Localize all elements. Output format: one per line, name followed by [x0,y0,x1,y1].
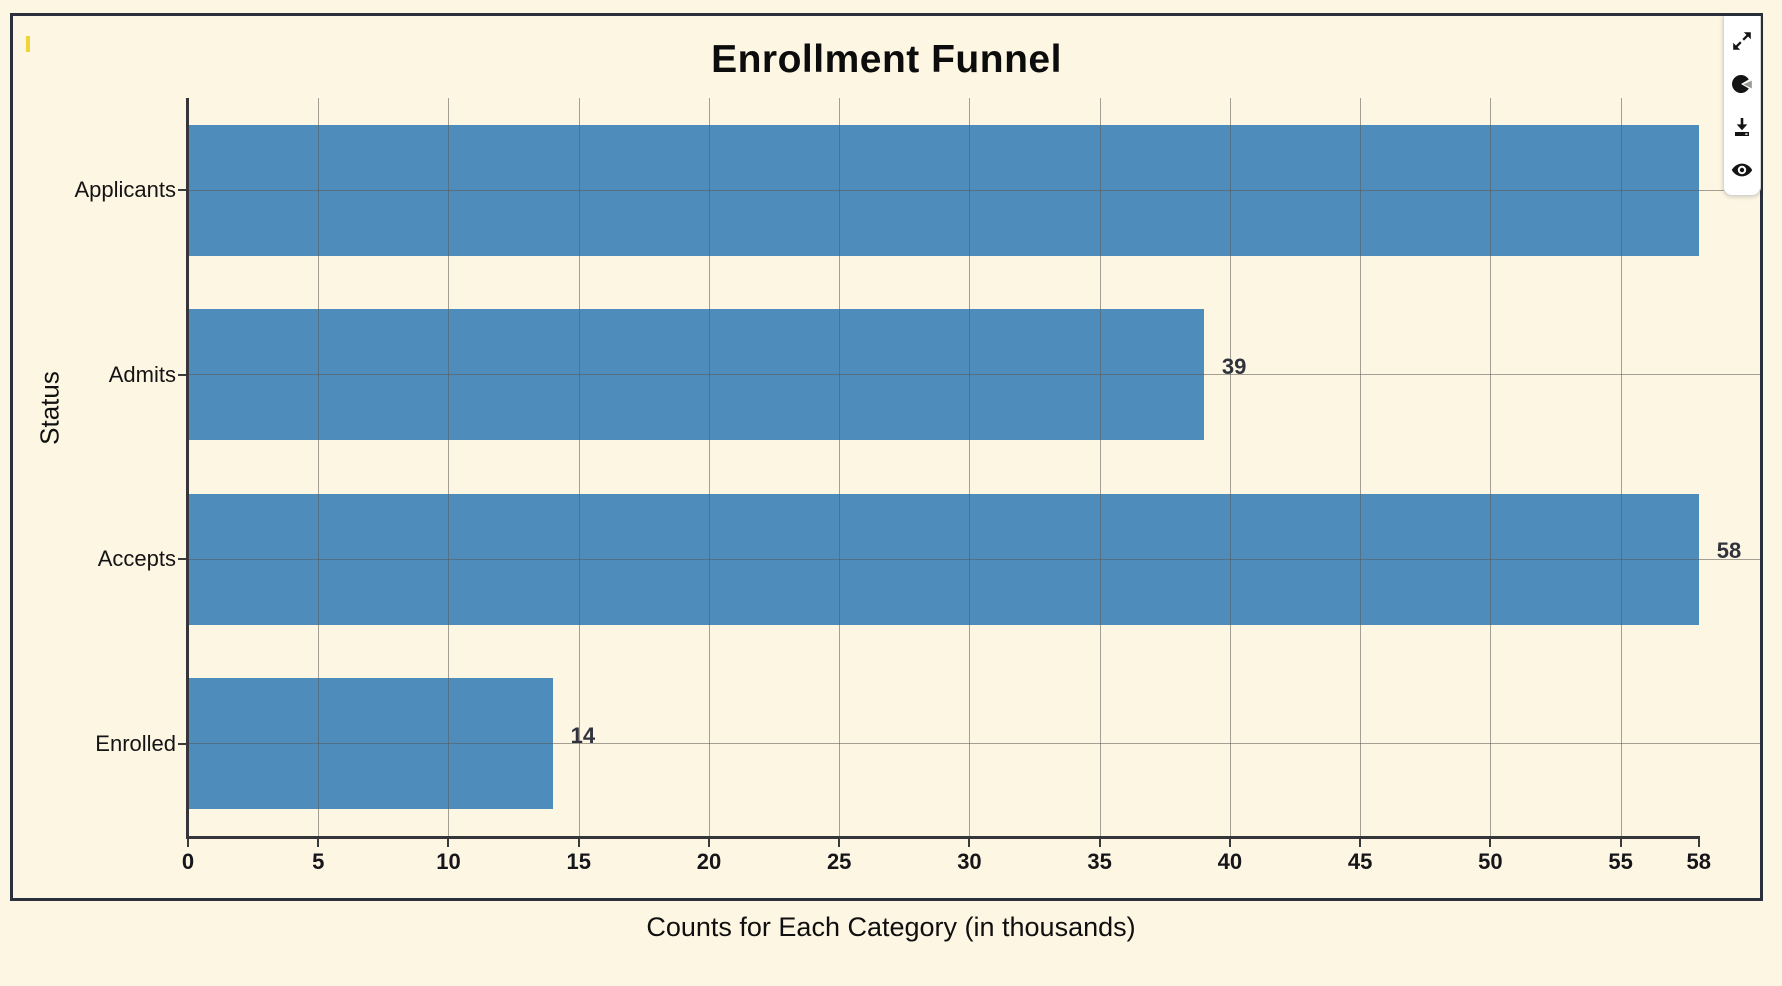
x-tick-mark [1619,839,1622,847]
gridline-vertical [1490,98,1492,836]
x-tick-mark [1359,839,1362,847]
gridline-horizontal [188,743,1760,745]
gridline-horizontal [188,189,1760,191]
x-tick-label: 55 [1608,849,1633,874]
y-tick-mark [178,373,186,376]
x-tick-mark [187,839,189,847]
gridline-horizontal [188,374,1760,376]
x-tick-mark [1489,839,1492,847]
gridline-vertical [1620,98,1622,836]
gridline-vertical [318,98,320,836]
gridline-vertical [708,98,710,836]
pie-chart-icon [1731,75,1752,94]
cursor-artifact [26,36,30,52]
gridline-vertical [1099,98,1101,836]
value-label: 14 [570,722,596,748]
gridline-vertical [448,98,450,836]
hover-button[interactable] [1726,154,1758,186]
category-label: Enrolled [95,730,176,756]
gridline-vertical [578,98,580,836]
gridline-vertical [969,98,971,836]
y-axis-line [185,98,189,839]
x-axis-title: Counts for Each Category (in thousands) [646,912,1136,942]
gridline-vertical [1229,98,1231,836]
x-tick-mark [577,839,580,847]
x-tick-mark [1228,839,1231,847]
category-label: Accepts [97,546,176,572]
y-axis-title: Status [34,371,65,445]
x-tick-label: 58 [1686,849,1712,874]
save-button[interactable] [1726,111,1758,143]
y-tick-mark [178,558,186,561]
x-tick-label: 20 [696,849,722,874]
fullscreen-button[interactable] [1726,25,1758,57]
y-tick-mark [178,189,186,192]
gridline-horizontal [188,558,1760,560]
value-label: 58 [1716,538,1742,564]
x-tick-label: 35 [1087,849,1112,874]
x-tick-mark [1697,839,1700,847]
value-label: 39 [1221,353,1247,379]
eye-icon [1731,163,1753,177]
x-tick-label: 25 [826,849,852,874]
y-tick-mark [178,742,186,745]
x-tick-label: 50 [1478,849,1503,874]
x-tick-mark [838,839,841,847]
pie-chart-button[interactable] [1726,68,1758,100]
chart-title: Enrollment Funnel [711,38,1062,81]
category-label: Applicants [74,177,176,203]
x-tick-label: 5 [312,849,325,874]
x-tick-mark [1098,839,1101,847]
expand-arrows-icon [1733,32,1751,51]
x-axis-line [185,836,1701,839]
gridline-vertical [1360,98,1362,836]
x-tick-label: 0 [181,849,195,874]
download-icon [1735,117,1749,136]
x-tick-label: 30 [957,849,982,874]
x-tick-mark [317,839,320,847]
x-tick-mark [707,839,710,847]
x-tick-label: 40 [1217,849,1243,874]
x-tick-mark [968,839,971,847]
x-tick-label: 45 [1347,849,1373,874]
category-label: Admits [108,361,176,387]
x-tick-mark [447,839,450,847]
gridline-vertical [839,98,841,836]
chart-toolbar [1723,16,1761,196]
x-tick-label: 15 [566,849,591,874]
x-tick-label: 10 [436,849,461,874]
